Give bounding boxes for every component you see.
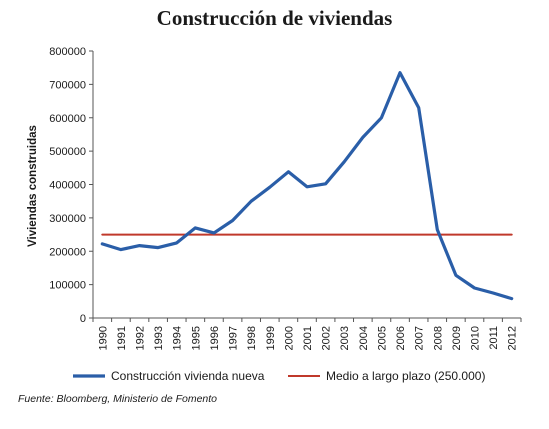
series-lines xyxy=(100,71,514,301)
source-note: Fuente: Bloomberg, Ministerio de Fomento xyxy=(18,393,218,405)
chart-title: Construcción de viviendas xyxy=(156,6,393,30)
x-tick-label: 2010 xyxy=(469,326,481,350)
x-tick-label: 2002 xyxy=(321,326,333,350)
y-tick-label: 400000 xyxy=(49,180,86,192)
x-tick-label: 1996 xyxy=(209,326,221,350)
x-tick-label: 1999 xyxy=(265,326,277,350)
y-tick-label: 500000 xyxy=(49,146,86,158)
x-tick-label: 1995 xyxy=(190,326,202,350)
y-tick-label: 200000 xyxy=(49,246,86,258)
x-tick-label: 2001 xyxy=(302,326,314,350)
y-tick-label: 600000 xyxy=(49,113,86,125)
y-tick-label: 100000 xyxy=(49,280,86,292)
axes xyxy=(89,50,522,322)
y-tick-label: 300000 xyxy=(49,213,86,225)
x-tick-label: 2003 xyxy=(339,326,351,350)
x-tick-label: 2012 xyxy=(507,326,519,350)
y-tick-label: 800000 xyxy=(49,46,86,58)
legend-label-0: Construcción vivienda nueva xyxy=(111,369,265,383)
x-tick-label: 2011 xyxy=(488,326,500,350)
x-tick-label: 1997 xyxy=(228,326,240,350)
x-tick-label: 1998 xyxy=(246,326,258,350)
series-line-0 xyxy=(100,71,514,301)
y-axis-label: Viviendas construidas xyxy=(27,125,39,247)
y-tick-label: 0 xyxy=(80,313,86,325)
x-tick-labels: 1990 1991 1992 1993 1994 1995 1996 1997 1998 1999… xyxy=(97,326,518,350)
x-tick-label: 2005 xyxy=(376,326,388,350)
x-tick-label: 1991 xyxy=(116,326,128,350)
legend-label-1: Medio a largo plazo (250.000) xyxy=(326,369,485,383)
x-tick-label: 2007 xyxy=(414,326,426,350)
x-tick-label: 2009 xyxy=(451,326,463,350)
x-tick-label: 2008 xyxy=(432,326,444,350)
y-tick-labels: 0 100000 200000 300000 400000 500000 600000 700… xyxy=(49,46,86,325)
x-tick-label: 1992 xyxy=(135,326,147,350)
x-tick-label: 2004 xyxy=(358,326,370,350)
x-tick-label: 2000 xyxy=(283,326,295,350)
x-tick-label: 1993 xyxy=(153,326,165,350)
x-tick-label: 1994 xyxy=(172,326,184,350)
y-tick-label: 700000 xyxy=(49,79,86,91)
legend: Construcción vivienda nueva Medio a largo… xyxy=(73,369,485,383)
x-tick-label: 1990 xyxy=(97,326,109,350)
x-tick-label: 2006 xyxy=(395,326,407,350)
